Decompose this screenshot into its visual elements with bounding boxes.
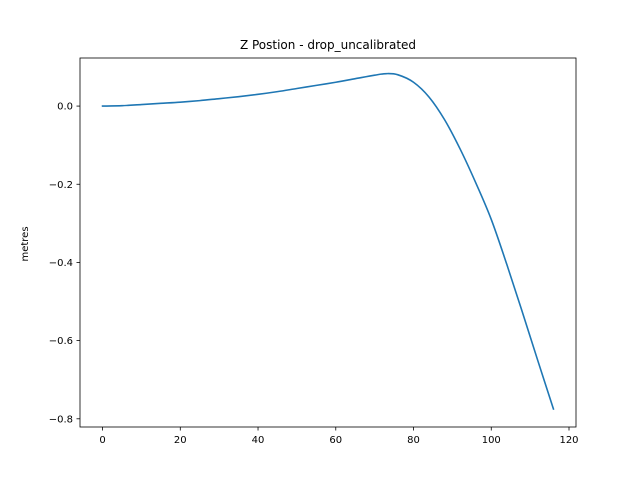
y-tick-label: 0.0 [57, 102, 73, 113]
plot-area-frame [79, 57, 577, 428]
chart-title: Z Postion - drop_uncalibrated [240, 38, 416, 52]
y-tick-label: −0.8 [49, 414, 73, 425]
y-tick-label: −0.6 [49, 336, 73, 347]
x-tick-label: 40 [252, 435, 265, 446]
x-tick-label: 60 [329, 435, 342, 446]
x-tick-label: 120 [559, 435, 578, 446]
y-axis-label: metres [20, 226, 31, 261]
x-tick-label: 100 [482, 435, 501, 446]
x-tick-label: 80 [407, 435, 420, 446]
y-tick-label: −0.2 [49, 180, 73, 191]
series-line [101, 72, 555, 411]
y-tick-label: −0.4 [49, 258, 73, 269]
x-tick-label: 0 [99, 435, 105, 446]
x-tick-label: 20 [174, 435, 187, 446]
